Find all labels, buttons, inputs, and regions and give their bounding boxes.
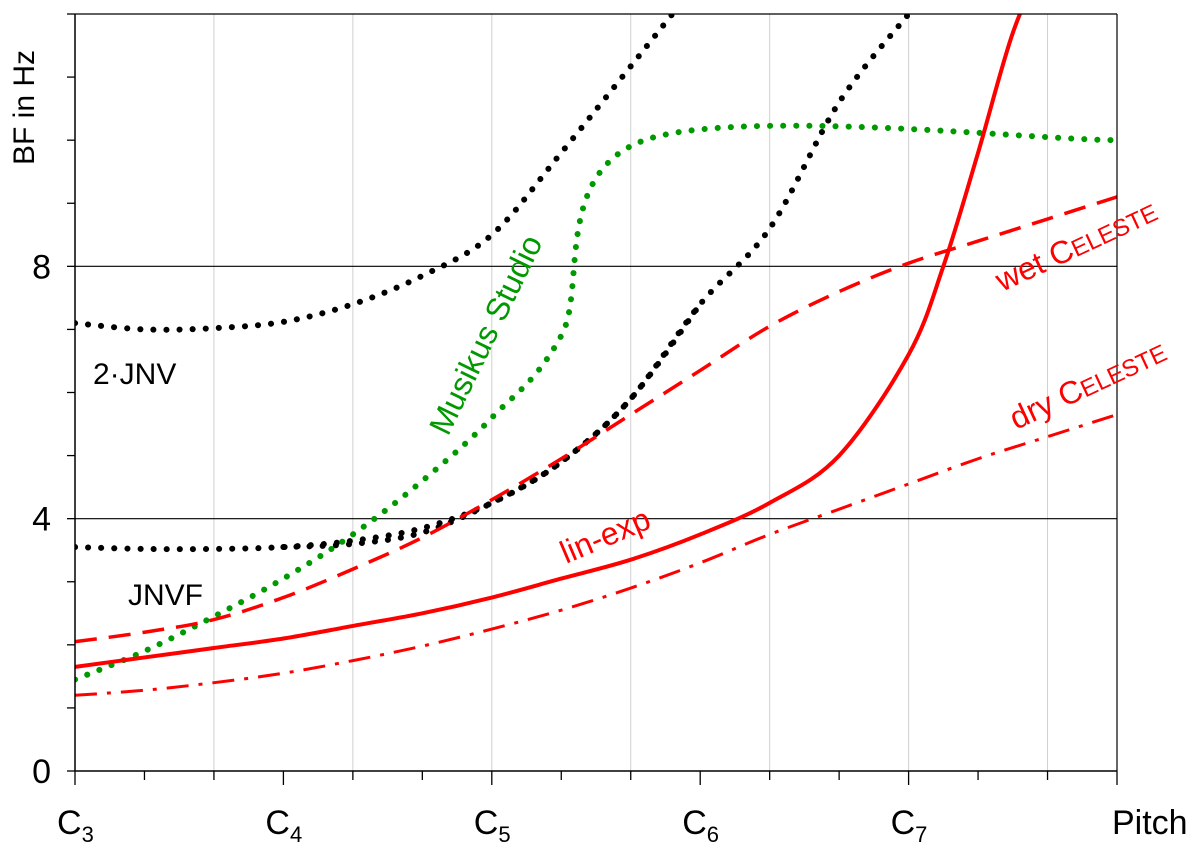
grid-layer xyxy=(75,14,1118,771)
series-line-5 xyxy=(75,14,1022,669)
series-line-0 xyxy=(75,301,704,553)
annotation-two-jnv: 2·JNV xyxy=(93,358,176,391)
series-line-4 xyxy=(75,195,1117,644)
series-line-1 xyxy=(75,14,676,333)
x-tick-label: C5 xyxy=(474,804,511,847)
x-tick-label: C7 xyxy=(891,804,928,847)
x-axis-title: Pitch xyxy=(1112,804,1188,842)
y-tick-label: 8 xyxy=(32,248,51,286)
series-line-2 xyxy=(280,14,912,551)
annotation-jnvf: JNVF xyxy=(128,579,203,612)
annotation-musikus-studio: Musikus Studio xyxy=(422,229,549,440)
y-tick-label: 4 xyxy=(32,501,51,539)
y-axis-title: BF in Hz xyxy=(8,50,41,165)
annotation-lin-exp: lin-exp xyxy=(555,500,656,570)
x-tick-label: C4 xyxy=(265,804,302,847)
x-tick-label: C6 xyxy=(682,804,719,847)
axis-layer: 0 4 8 C3 C4 C5 C6 C7 xyxy=(32,13,1118,847)
y-tick-label: 0 xyxy=(32,753,51,791)
x-tick-label: C3 xyxy=(57,804,94,847)
annotation-layer: JNVF 2·JNV Musikus Studio lin-exp wet CE… xyxy=(93,192,1172,612)
annotation-dry-rest: ELESTE xyxy=(1076,340,1171,403)
series-line-3 xyxy=(75,122,1117,683)
annotation-dry-celeste: dry CELESTE xyxy=(1004,333,1172,437)
annotation-wet-celeste: wet CELESTE xyxy=(989,192,1163,299)
series-layer xyxy=(75,14,1117,697)
